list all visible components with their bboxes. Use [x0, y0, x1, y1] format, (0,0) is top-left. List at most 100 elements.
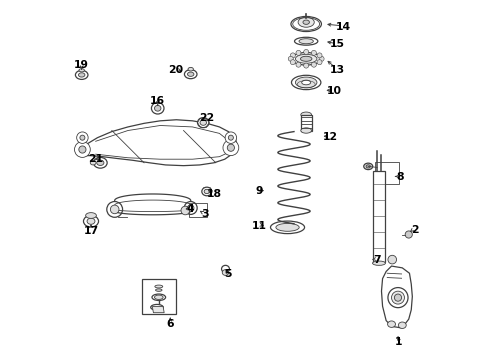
Ellipse shape	[275, 224, 299, 231]
Ellipse shape	[90, 161, 96, 165]
Text: 2: 2	[410, 225, 418, 235]
Ellipse shape	[270, 221, 304, 234]
Ellipse shape	[290, 17, 321, 32]
Ellipse shape	[300, 56, 311, 61]
Circle shape	[187, 205, 194, 211]
Ellipse shape	[203, 189, 209, 194]
Ellipse shape	[197, 118, 208, 128]
Polygon shape	[152, 307, 164, 313]
Circle shape	[110, 205, 119, 214]
Circle shape	[223, 140, 238, 156]
Circle shape	[80, 135, 85, 140]
Ellipse shape	[295, 54, 316, 63]
Ellipse shape	[363, 163, 372, 170]
Ellipse shape	[85, 213, 96, 219]
Polygon shape	[372, 171, 385, 262]
Circle shape	[224, 132, 236, 143]
Ellipse shape	[301, 80, 310, 85]
Circle shape	[74, 141, 90, 157]
Ellipse shape	[93, 157, 107, 168]
Ellipse shape	[372, 261, 385, 265]
Ellipse shape	[387, 321, 395, 327]
Ellipse shape	[294, 37, 317, 45]
Text: 3: 3	[201, 209, 208, 219]
Text: 1: 1	[394, 337, 402, 347]
Text: 5: 5	[224, 269, 232, 279]
Ellipse shape	[366, 165, 369, 168]
Text: 12: 12	[323, 132, 337, 142]
Circle shape	[394, 294, 401, 301]
Ellipse shape	[75, 71, 88, 80]
Ellipse shape	[78, 73, 85, 77]
Polygon shape	[76, 120, 237, 166]
Ellipse shape	[222, 270, 228, 275]
Ellipse shape	[151, 103, 163, 114]
Text: 22: 22	[199, 113, 214, 123]
Ellipse shape	[87, 218, 95, 224]
Polygon shape	[381, 266, 411, 328]
Text: 21: 21	[88, 154, 103, 164]
Ellipse shape	[155, 285, 163, 288]
Ellipse shape	[221, 265, 229, 273]
Text: 11: 11	[251, 221, 266, 231]
Circle shape	[387, 288, 407, 308]
Circle shape	[316, 53, 322, 58]
Circle shape	[303, 49, 308, 54]
Ellipse shape	[291, 75, 320, 90]
Ellipse shape	[154, 105, 161, 111]
Ellipse shape	[202, 187, 211, 196]
Circle shape	[295, 62, 301, 67]
Text: 10: 10	[326, 86, 341, 96]
Circle shape	[290, 53, 295, 58]
Bar	[142, 279, 176, 314]
Circle shape	[290, 60, 295, 65]
Ellipse shape	[83, 216, 99, 227]
Text: 16: 16	[150, 96, 165, 106]
Circle shape	[303, 63, 308, 68]
Ellipse shape	[97, 160, 104, 166]
Text: 4: 4	[186, 204, 194, 214]
Ellipse shape	[150, 305, 163, 310]
Text: 14: 14	[335, 22, 350, 32]
Ellipse shape	[187, 72, 194, 76]
Text: 9: 9	[255, 186, 262, 197]
Text: 15: 15	[329, 40, 345, 49]
Ellipse shape	[79, 69, 84, 72]
Text: 8: 8	[396, 172, 404, 182]
Circle shape	[391, 291, 404, 304]
Text: 20: 20	[168, 64, 183, 75]
Text: 13: 13	[329, 64, 345, 75]
Circle shape	[295, 50, 301, 55]
Ellipse shape	[155, 289, 162, 291]
Circle shape	[228, 135, 233, 140]
Ellipse shape	[398, 322, 406, 328]
Ellipse shape	[303, 20, 309, 24]
Text: 6: 6	[166, 319, 174, 329]
Circle shape	[405, 231, 411, 238]
Ellipse shape	[291, 53, 320, 65]
Circle shape	[181, 206, 189, 215]
Circle shape	[77, 132, 88, 143]
Circle shape	[227, 144, 234, 151]
Ellipse shape	[298, 39, 313, 44]
Ellipse shape	[295, 77, 316, 88]
Text: 19: 19	[74, 60, 89, 70]
Ellipse shape	[300, 112, 311, 117]
Bar	[188, 203, 206, 217]
Text: 7: 7	[373, 255, 380, 265]
Ellipse shape	[152, 294, 165, 301]
Ellipse shape	[200, 120, 206, 125]
Text: 17: 17	[83, 226, 99, 236]
Ellipse shape	[298, 17, 314, 27]
Circle shape	[79, 146, 86, 153]
Circle shape	[311, 62, 316, 67]
Circle shape	[106, 202, 122, 217]
Circle shape	[319, 56, 324, 61]
Circle shape	[316, 60, 322, 65]
Ellipse shape	[184, 70, 197, 79]
Circle shape	[387, 255, 396, 264]
Circle shape	[311, 50, 316, 55]
Circle shape	[184, 202, 197, 215]
Ellipse shape	[300, 128, 311, 133]
Circle shape	[287, 56, 293, 61]
